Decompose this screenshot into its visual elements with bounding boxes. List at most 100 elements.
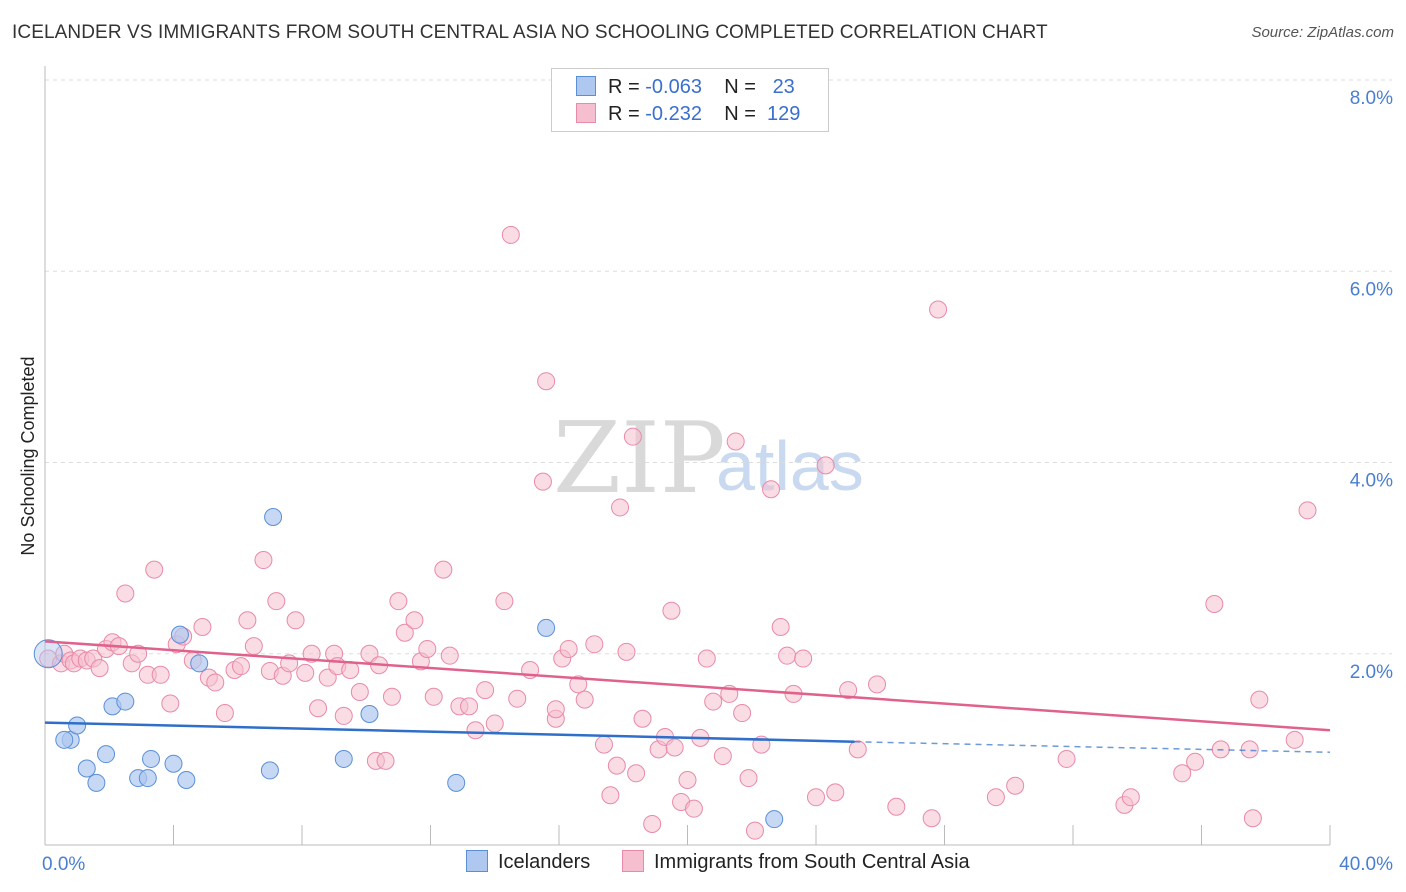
data-point-icelanders: [264, 508, 283, 527]
data-point-immigrants: [739, 769, 758, 788]
n-label: N =: [724, 76, 756, 98]
data-point-immigrants: [215, 704, 234, 723]
data-point-immigrants: [1250, 690, 1269, 709]
chart-title: ICELANDER VS IMMIGRANTS FROM SOUTH CENTR…: [12, 22, 1048, 43]
immigrants-swatch-icon: [622, 850, 644, 872]
data-point-icelanders: [360, 704, 379, 723]
data-point-immigrants: [704, 692, 723, 711]
data-point-immigrants: [440, 646, 459, 665]
data-point-icelanders: [177, 770, 196, 789]
data-point-immigrants: [193, 617, 212, 636]
data-point-icelanders: [765, 810, 784, 829]
data-point-immigrants: [559, 639, 578, 658]
data-point-immigrants: [206, 673, 225, 692]
icelanders-swatch-icon: [466, 850, 488, 872]
watermark-zip: ZIP: [553, 402, 726, 516]
data-point-immigrants: [665, 738, 684, 757]
data-point-immigrants: [495, 592, 514, 611]
data-point-icelanders: [447, 773, 466, 792]
data-point-immigrants: [771, 617, 790, 636]
data-point-immigrants: [684, 799, 703, 818]
legend-label: Icelanders: [498, 851, 591, 873]
data-point-immigrants: [633, 709, 652, 728]
stats-legend: R = -0.063 N = 23 R = -0.232 N = 129: [551, 68, 829, 132]
data-point-immigrants: [697, 649, 716, 668]
trend-line-immigrants: [44, 640, 1331, 732]
data-point-immigrants: [627, 764, 646, 783]
data-point-immigrants: [1057, 749, 1076, 768]
data-point-immigrants: [296, 663, 315, 682]
data-point-immigrants: [623, 427, 642, 446]
data-point-immigrants: [569, 675, 588, 694]
data-point-immigrants: [129, 644, 148, 663]
data-point-immigrants: [533, 472, 552, 491]
data-point-immigrants: [382, 687, 401, 706]
r-value: -0.232: [645, 103, 702, 125]
data-point-immigrants: [1243, 809, 1262, 828]
data-point-immigrants: [762, 480, 781, 499]
data-point-immigrants: [151, 665, 170, 684]
data-point-icelanders: [170, 625, 189, 644]
watermark: ZIP atlas: [553, 402, 864, 516]
data-point-icelanders: [87, 773, 106, 792]
data-point-immigrants: [733, 704, 752, 723]
data-point-immigrants: [794, 649, 813, 668]
data-point-immigrants: [334, 706, 353, 725]
series-immigrants-points: [39, 225, 1317, 840]
data-point-immigrants: [90, 659, 109, 678]
data-point-immigrants: [405, 611, 424, 630]
r-label: R =: [608, 76, 640, 98]
data-point-immigrants: [585, 635, 604, 654]
data-point-immigrants: [868, 675, 887, 694]
data-point-immigrants: [418, 639, 437, 658]
data-point-immigrants: [1298, 501, 1317, 520]
data-point-immigrants: [302, 644, 321, 663]
data-point-icelanders: [33, 639, 63, 669]
data-point-immigrants: [501, 225, 520, 244]
legend-row-immigrants: R = -0.232 N = 129: [576, 103, 800, 129]
data-point-immigrants: [460, 697, 479, 716]
trend-line-icelanders-extension: [854, 740, 1331, 753]
bottom-legend-icelanders: Icelanders: [466, 850, 590, 874]
data-point-immigrants: [508, 689, 527, 708]
x-tick-label: 0.0%: [42, 854, 85, 875]
icelanders-swatch-icon: [576, 76, 596, 96]
data-point-immigrants: [778, 646, 797, 665]
immigrants-swatch-icon: [576, 103, 596, 123]
source-label: Source: ZipAtlas.com: [1251, 24, 1394, 41]
y-tick-label: 6.0%: [1350, 279, 1393, 300]
n-value: 129: [767, 103, 801, 125]
data-point-immigrants: [848, 740, 867, 759]
data-point-icelanders: [116, 692, 135, 711]
data-point-icelanders: [190, 654, 209, 673]
data-point-immigrants: [161, 694, 180, 713]
data-point-immigrants: [286, 611, 305, 630]
data-point-icelanders: [142, 749, 161, 768]
data-point-immigrants: [929, 300, 948, 319]
gridlines: [45, 79, 1392, 655]
data-point-immigrants: [986, 788, 1005, 807]
data-point-immigrants: [350, 683, 369, 701]
data-point-immigrants: [267, 592, 286, 611]
data-point-icelanders: [77, 759, 96, 778]
data-point-immigrants: [238, 611, 257, 630]
data-point-icelanders: [55, 730, 74, 749]
data-point-immigrants: [839, 681, 858, 700]
data-point-icelanders: [260, 761, 279, 780]
data-point-immigrants: [424, 687, 443, 706]
data-point-immigrants: [537, 372, 556, 391]
n-value: 23: [772, 76, 795, 98]
data-point-immigrants: [594, 735, 613, 754]
axes: [44, 66, 1331, 846]
series-icelanders-points: [33, 508, 784, 829]
data-point-immigrants: [601, 786, 620, 805]
data-point-immigrants: [244, 637, 263, 656]
data-point-immigrants: [887, 797, 906, 816]
data-point-icelanders: [334, 749, 353, 768]
data-point-icelanders: [537, 618, 556, 637]
data-point-immigrants: [607, 756, 626, 775]
data-point-immigrants: [1285, 730, 1304, 749]
data-point-immigrants: [231, 657, 250, 676]
data-point-immigrants: [389, 592, 408, 611]
